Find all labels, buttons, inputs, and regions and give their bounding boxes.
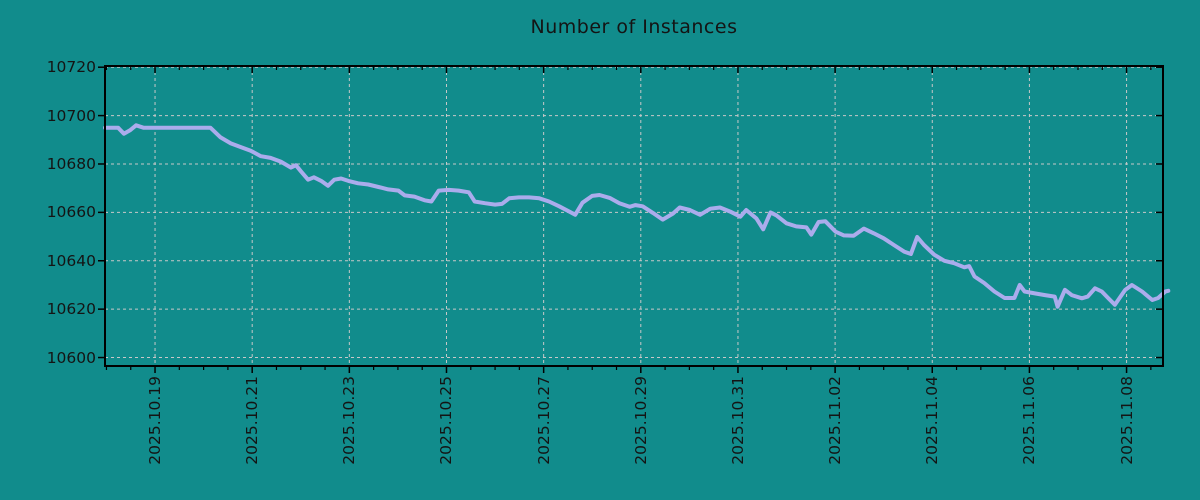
gridlines	[105, 66, 1163, 366]
x-tick-label: 2025.11.04	[923, 376, 942, 465]
y-tick-label: 10620	[46, 300, 96, 319]
x-tick-label: 2025.10.31	[728, 376, 747, 465]
y-tick-label: 10660	[46, 203, 96, 222]
y-tick-label: 10720	[46, 58, 96, 77]
y-tick-label: 10700	[46, 106, 96, 125]
x-tick-label: 2025.10.29	[631, 376, 650, 465]
x-tick-label: 2025.10.23	[340, 376, 359, 465]
y-tick-label: 10640	[46, 251, 96, 270]
x-tick-label: 2025.11.02	[826, 376, 845, 465]
x-tick-label: 2025.11.06	[1020, 376, 1039, 465]
y-tick-label: 10600	[46, 348, 96, 367]
plot-border	[104, 65, 1164, 367]
x-tick-label: 2025.11.08	[1117, 376, 1136, 465]
chart-title: Number of Instances	[530, 16, 738, 38]
plot-border-and-ticks	[98, 65, 1164, 373]
x-tick-label: 2025.10.21	[243, 376, 262, 465]
x-tick-label: 2025.10.25	[437, 376, 456, 465]
x-tick-label: 2025.10.19	[146, 376, 165, 465]
instances-line-series	[103, 123, 1171, 309]
line-series-group	[103, 123, 1171, 309]
x-tick-label: 2025.10.27	[534, 376, 553, 465]
y-tick-label: 10680	[46, 154, 96, 173]
